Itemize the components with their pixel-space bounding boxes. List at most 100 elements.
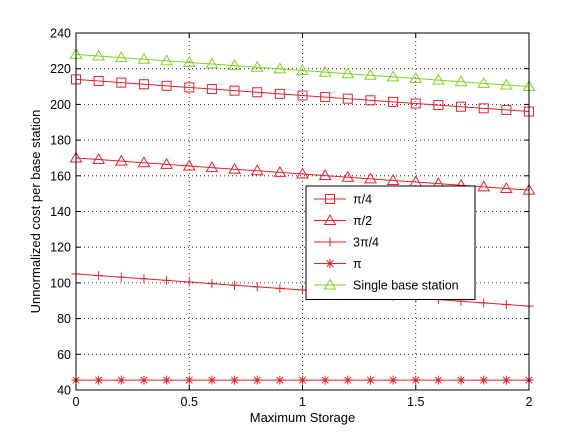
series-0 [71,74,534,117]
data-point [137,156,151,168]
legend-entry: π [314,257,362,271]
data-point [386,173,400,185]
data-point [318,65,332,77]
data-point [479,298,489,308]
data-point [94,375,104,385]
data-point [250,60,264,72]
data-point [94,271,104,281]
data-point [341,170,355,182]
data-point [229,85,240,96]
data-point [116,272,126,282]
data-point [499,78,513,90]
legend-box [305,185,476,300]
data-point [477,180,491,192]
data-point [184,82,195,93]
legend-label: Single base station [353,279,459,293]
data-point [273,62,287,74]
data-point [230,280,240,290]
data-point [275,375,285,385]
legend-label: 3π/4 [353,236,379,250]
legend-marker [323,278,337,290]
series-3 [71,375,534,385]
data-point [114,51,128,63]
data-point [320,375,330,385]
series-line [75,157,530,191]
data-point [501,104,512,115]
data-point [139,274,149,284]
data-point [162,375,172,385]
legend-marker [325,237,335,247]
data-point [501,375,511,385]
series-line [75,78,530,113]
x-tick-label: 2 [526,395,533,409]
series-line [75,53,530,88]
data-point [411,375,421,385]
legend-entry: π/2 [314,214,372,228]
legend-label: π/2 [353,214,372,228]
data-point [230,375,240,385]
data-point [478,103,489,114]
x-axis-title: Maximum Storage [250,410,355,425]
data-point [275,283,285,293]
legend-entry: 3π/4 [314,236,379,250]
data-point [298,375,307,385]
data-point [342,93,353,104]
data-point [499,181,513,193]
data-point [365,375,375,385]
data-point [205,161,219,173]
data-point [182,55,196,67]
legend-entry: π/4 [314,193,372,207]
data-point [139,375,149,385]
legend-marker [325,259,335,268]
data-point [433,375,443,385]
data-point [160,54,173,66]
data-point [501,299,511,309]
data-point [365,95,376,106]
data-point [182,159,196,171]
data-point [318,169,332,181]
data-point [162,275,172,285]
data-point [477,76,491,88]
data-point [320,92,331,103]
data-point [206,84,217,95]
data-point [116,77,127,88]
legend-marker [325,194,335,204]
data-point [341,67,355,79]
data-point [479,375,489,385]
data-point [456,101,467,112]
data-point [454,75,468,87]
data-point [388,96,399,107]
y-tick-label: 100 [50,276,71,290]
data-point [161,80,172,91]
data-point [252,375,262,385]
y-tick-label: 80 [57,312,71,326]
legend-entry: Single base station [314,279,459,293]
data-point [252,87,263,98]
data-point [184,375,194,385]
data-point [364,172,377,184]
data-point [252,282,262,292]
x-tick-label: 1 [299,395,306,409]
data-point [273,165,287,177]
data-point [114,154,128,166]
x-tick-label: 1.5 [407,395,424,409]
y-tick-label: 240 [50,27,71,41]
data-point [207,279,217,289]
x-tick-label: 0 [73,395,80,409]
data-point [432,73,445,85]
data-point [228,162,241,174]
data-point [250,164,264,176]
data-point [343,375,353,385]
series-4 [69,47,536,92]
series-layer [69,47,536,385]
y-tick-label: 140 [50,205,71,219]
data-point [137,52,151,64]
x-tick-label: 0.5 [181,395,198,409]
data-point [205,57,219,69]
y-tick-label: 120 [50,241,71,255]
y-tick-label: 160 [50,169,71,183]
data-point [433,100,444,111]
